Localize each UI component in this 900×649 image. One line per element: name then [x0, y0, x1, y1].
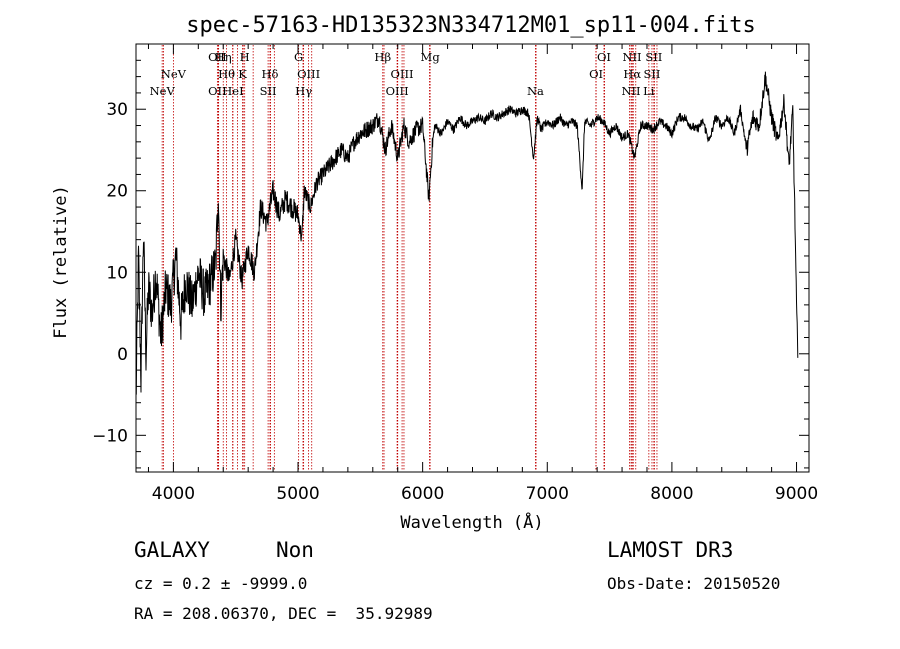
plot-frame — [135, 43, 810, 473]
emission-line-label: OIII — [297, 67, 320, 81]
y-axis-label: Flux (relative) — [51, 185, 71, 339]
emission-line-label: NII — [621, 84, 640, 98]
emission-line-label: OIII — [391, 67, 414, 81]
emission-line-label: Hβ — [374, 50, 391, 64]
emission-line-label: Hη — [215, 50, 232, 64]
object-class: GALAXY — [134, 538, 210, 562]
emission-line-label: Mg — [421, 50, 441, 64]
emission-line-label: NII — [622, 50, 641, 64]
emission-line-label: H — [240, 50, 250, 64]
emission-line-label: Hα — [623, 67, 641, 81]
chart-title: spec-57163-HD135323N334712M01_sp11-004.f… — [186, 13, 756, 38]
flux-series-line — [135, 71, 799, 396]
emission-line-label: Hθ — [218, 67, 235, 81]
observation-date: Obs-Date: 20150520 — [607, 574, 781, 593]
y-tick-label: 0 — [117, 345, 128, 365]
y-axis-ticks: −10 0 10 20 30 — [92, 59, 809, 469]
emission-line-label: Hδ — [262, 67, 279, 81]
emission-line-label: Li — [643, 84, 655, 98]
x-tick-label: 5000 — [276, 484, 319, 504]
x-tick-label: 9000 — [775, 484, 818, 504]
redshift-cz: cz = 0.2 ± -9999.0 — [134, 574, 308, 593]
object-subclass: Non — [276, 538, 314, 562]
y-tick-label: 20 — [106, 182, 128, 202]
x-axis-ticks: 4000 5000 6000 7000 8000 9000 — [147, 44, 818, 504]
emission-line-label: NeV — [161, 67, 187, 81]
emission-line-label: HeI — [222, 84, 243, 98]
emission-line-label: OII — [208, 50, 227, 64]
y-tick-label: 10 — [106, 263, 128, 283]
emission-line-label: OI — [597, 50, 611, 64]
x-axis-label: Wavelength (Å) — [400, 511, 543, 533]
emission-line-label: Na — [527, 84, 544, 98]
x-tick-label: 7000 — [526, 484, 569, 504]
emission-line-markers — [161, 45, 658, 471]
emission-line-label: NeV — [150, 84, 176, 98]
emission-line-label: OI — [589, 67, 603, 81]
survey-name: LAMOST DR3 — [607, 538, 734, 562]
emission-line-label: SII — [260, 84, 277, 98]
y-tick-label: 30 — [106, 100, 128, 120]
y-tick-label: −10 — [92, 426, 128, 446]
ra-dec: RA = 208.06370, DEC = 35.92989 — [134, 604, 433, 623]
emission-line-label: K — [238, 67, 247, 81]
emission-line-label: Hγ — [295, 84, 312, 98]
emission-line-label: OII — [208, 84, 227, 98]
emission-line-label: OIII — [386, 84, 409, 98]
x-tick-label: 4000 — [152, 484, 195, 504]
emission-line-label: SII — [645, 50, 662, 64]
emission-line-label: G — [294, 50, 303, 64]
x-tick-label: 8000 — [650, 484, 693, 504]
x-tick-label: 6000 — [401, 484, 444, 504]
emission-line-label: SII — [643, 67, 660, 81]
